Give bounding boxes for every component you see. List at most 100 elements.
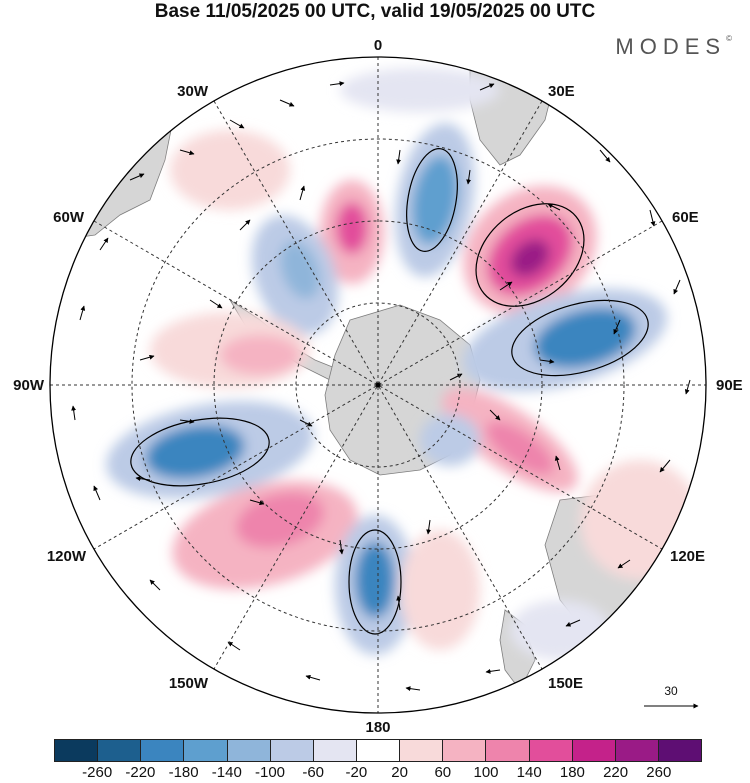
wind-arrow [179,149,195,156]
wind-arrow [499,281,513,291]
wind-arrow [613,319,621,335]
negative-anomaly-180-core [355,542,395,618]
wind-arrow [229,119,245,129]
colorbar-swatch [486,740,530,761]
negative-anomaly-60e-90e-core [534,307,636,369]
wind-arrow [396,595,402,611]
wind-arrow [249,499,265,506]
wind-arrow [479,83,495,91]
wind-arrow [547,203,561,211]
colorbar-labels: -260 -220 -180 -140 -100 -60 -20 20 60 100 140 180 2… [54,764,702,782]
wind-arrow [227,641,241,651]
colorbar-swatch [184,740,228,761]
colorbar-swatch [572,740,616,761]
meridian-60w-120e [93,220,663,550]
map-disc [50,57,706,713]
wind-arrow [449,373,463,381]
contour-positive [475,203,585,307]
colorbar-tick-label: -260 [82,764,113,781]
colorbar-swatch [400,740,444,761]
wind-arrow [554,455,561,471]
wind-arrow [209,299,223,309]
wind-arrow [179,418,195,424]
anomaly-shading [106,68,700,660]
graticule [50,57,706,713]
negative-anomaly-100w-core [145,424,245,480]
negative-anomaly-0e-core [411,155,459,245]
lon-label-60e: 60E [672,209,699,226]
positive-anomaly-south [400,530,480,650]
wind-arrow [649,209,656,227]
lon-label-30e: 30E [548,83,575,100]
meridian-30e-150w [213,100,543,670]
positive-anomaly-75w-core [220,335,300,375]
positive-anomaly-peak [510,239,550,277]
colorbar-swatch [227,740,271,761]
wind-arrow [279,99,295,107]
positive-anomaly-north [340,68,500,112]
map-boundary [49,56,707,714]
colorbar [54,739,702,762]
wind-arrow [129,173,145,181]
lon-label-90e: 90E [716,377,743,394]
lon-label-0: 0 [374,37,382,54]
wind-arrow [135,476,151,482]
chart-title: Base 11/05/2025 00 UTC, valid 19/05/2025… [154,1,596,22]
colorbar-tick-label: 180 [559,764,585,781]
lon-label-180: 180 [365,719,390,735]
negative-anomaly-inner [420,414,480,466]
colorbar-swatch [443,740,487,761]
colorbar-tick-label: 140 [516,764,542,781]
copyright-mark: © [726,34,732,43]
positive-anomaly-130w-core [236,492,324,548]
wind-arrow [599,149,611,163]
contour-negative-north [406,148,458,252]
negative-anomaly-se [510,600,610,660]
colorbar-tick-label: -140 [211,764,242,781]
wind-arrow [239,219,251,231]
wind-vectors [71,81,691,692]
colorbar-swatch [658,740,702,761]
lon-label-60w: 60W [53,209,85,226]
wind-arrow [659,459,671,473]
reference-vector-value: 30 [664,684,678,698]
wind-arrow [305,674,321,681]
wind-arrow [338,539,344,555]
wind-arrow [673,279,681,295]
colorbar-tick-label: -20 [345,764,368,781]
reference-arrow [644,703,699,709]
positive-anomaly-nw [170,130,290,210]
wind-arrow [329,81,345,87]
wind-arrow [396,149,402,165]
colorbar-swatch [529,740,573,761]
positive-anomaly-100e-core [485,421,555,475]
south-pole-dot [375,382,381,388]
wind-arrow [149,579,161,591]
wind-arrow [79,305,86,321]
wind-arrow [539,358,555,364]
colorbar-tick-label: -220 [125,764,156,781]
lon-label-120e: 120E [670,548,705,565]
positive-anomaly-15w-core [336,202,368,254]
wind-arrow [565,619,581,627]
colorbar-tick-label: 60 [434,764,452,781]
wind-arrow [405,686,421,692]
colorbar-swatch [55,740,99,761]
reference-vector: 30 [636,684,706,714]
wind-arrow [139,354,155,361]
longitude-labels: 0 30E 60E 90E 120E 150E 180 150W 120W 90… [13,37,743,735]
colorbar-tick-label: -180 [168,764,199,781]
lon-label-90w: 90W [13,377,45,394]
colorbar-swatch [141,740,185,761]
modes-logo: MODES© [615,34,732,60]
colorbar-tick-label: 20 [391,764,408,781]
wind-arrow [466,169,472,185]
wind-arrow [299,185,306,201]
wind-arrow [684,379,691,395]
colorbar-swatch [356,740,401,761]
wind-arrow [299,419,313,427]
brand-text: MODES [615,34,727,59]
wind-arrow [617,559,631,569]
colorbar-swatch [615,740,659,761]
colorbar-swatch [98,740,142,761]
